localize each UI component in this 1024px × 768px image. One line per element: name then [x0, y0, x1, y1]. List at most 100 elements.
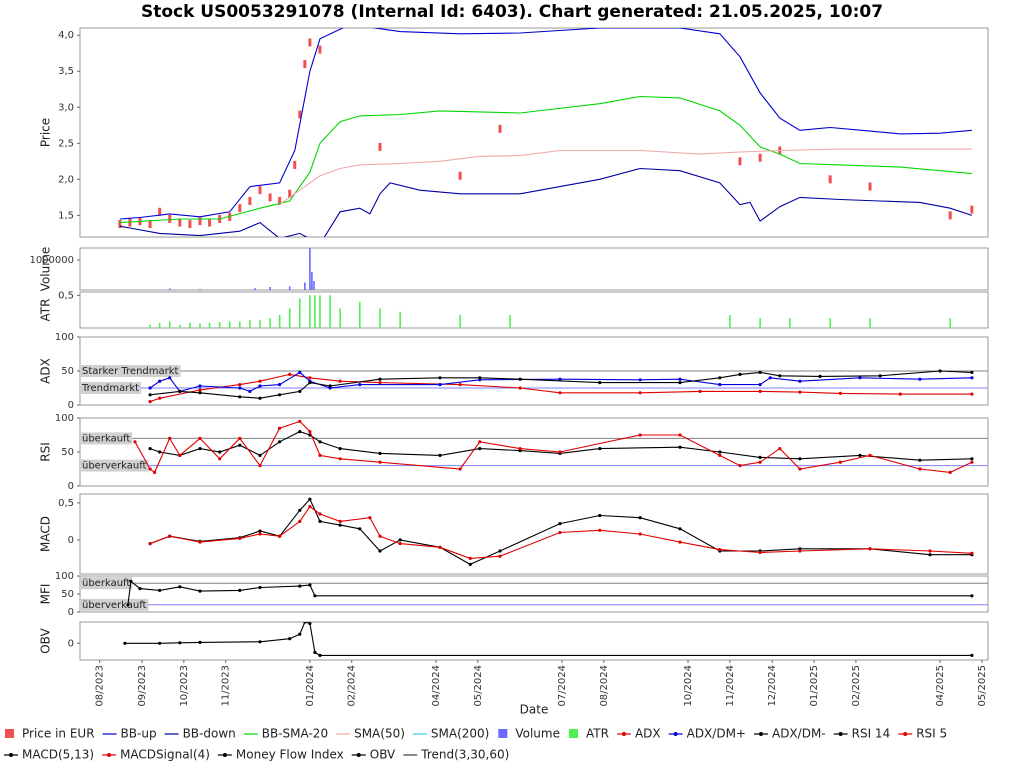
- price-candle: [168, 214, 172, 223]
- price-candle: [288, 189, 292, 198]
- legend-label: OBV: [370, 748, 396, 762]
- legend-label: RSI 14: [852, 727, 891, 741]
- legend-marker: [903, 732, 908, 736]
- legend-item: ATR: [568, 727, 609, 741]
- series-group: [126, 579, 974, 607]
- series-line: [133, 419, 974, 475]
- legend-marker: [621, 732, 626, 736]
- price-candle: [298, 110, 302, 119]
- reference-label-bg: [80, 577, 133, 590]
- y-axis-label: OBV: [39, 627, 53, 653]
- y-axis-label: MFI: [39, 584, 53, 605]
- reference-label-bg: [80, 382, 142, 394]
- reference-label: überverkauft: [82, 600, 147, 611]
- panel-frame: [79, 27, 989, 238]
- chart-title: Stock US0053291078 (Internal Id: 6403). …: [141, 2, 883, 22]
- x-tick-label: 09/2023: [137, 665, 148, 707]
- y-tick-label: 100: [55, 413, 74, 424]
- legend-item: OBV: [351, 748, 396, 762]
- y-axis-label: Price: [39, 118, 53, 147]
- y-tick-label: 1,5: [58, 210, 74, 221]
- price-candle: [498, 124, 502, 133]
- series-group: [148, 497, 974, 567]
- y-tick-label: 2,0: [58, 174, 74, 185]
- legend-marker: [107, 753, 112, 757]
- panel-frame: [79, 247, 989, 291]
- y-tick-label: 1000000: [29, 255, 74, 266]
- y-tick-label: 3,0: [58, 102, 74, 113]
- bar: [339, 308, 341, 328]
- price-candle: [948, 211, 952, 220]
- series-line: [148, 504, 974, 561]
- reference-label: Starker Trendmarkt: [82, 366, 179, 377]
- y-axis-label: RSI: [39, 442, 53, 462]
- bar: [359, 301, 361, 328]
- legend-swatch: [5, 729, 14, 738]
- price-candle: [868, 182, 872, 191]
- x-tick-label: 10/2023: [179, 665, 190, 707]
- price-candle: [828, 175, 832, 184]
- price-candle: [303, 60, 307, 69]
- price-candle: [238, 204, 242, 213]
- bar: [158, 322, 161, 328]
- bar: [309, 295, 311, 328]
- legend-label: SMA(200): [431, 727, 489, 741]
- legend-label: SMA(50): [354, 727, 405, 741]
- series-line: [119, 95, 972, 224]
- y-tick-label: 0: [68, 535, 74, 546]
- reference-label: Trendmarkt: [81, 383, 139, 394]
- reference-label-bg: [80, 459, 149, 472]
- y-tick-label: 3,5: [58, 66, 74, 77]
- bar: [199, 289, 201, 290]
- bar: [208, 322, 211, 328]
- legend-item: ADX/DM+: [668, 727, 746, 741]
- bar: [829, 318, 831, 328]
- legend-label: ADX: [635, 727, 661, 741]
- price-candle: [758, 153, 762, 162]
- y-tick-label: 0,5: [58, 290, 74, 301]
- panel-frame: [79, 493, 989, 575]
- bar: [759, 318, 761, 328]
- bar: [299, 298, 301, 328]
- legend-label: Volume: [515, 727, 560, 741]
- price-candle: [268, 193, 272, 202]
- bar: [239, 321, 241, 328]
- reference-label: überkauft: [82, 578, 130, 589]
- legend-label: MACD(5,13): [22, 748, 94, 762]
- legend-item: ADX/DM-: [753, 727, 826, 741]
- y-tick-label: 0: [68, 400, 74, 411]
- legend-item: RSI 5: [898, 727, 947, 741]
- x-tick-label: 11/2024: [725, 665, 736, 707]
- bar: [304, 282, 306, 290]
- bar: [168, 321, 171, 328]
- series-line: [148, 369, 974, 400]
- x-tick-label: 04/2025: [935, 665, 946, 707]
- bar: [309, 248, 311, 290]
- x-tick-label: 01/2025: [809, 665, 820, 707]
- x-tick-label: 12/2024: [767, 665, 778, 707]
- price-candle: [188, 220, 192, 229]
- legend-item: MACDSignal(4): [102, 748, 210, 762]
- series-line: [123, 622, 974, 658]
- legend-label: ADX/DM+: [687, 727, 746, 741]
- legend-label: RSI 5: [916, 727, 947, 741]
- y-tick-label: 2,5: [58, 138, 74, 149]
- price-candle: [378, 142, 382, 151]
- series-group: [123, 622, 974, 658]
- y-tick-label: 4,0: [58, 30, 74, 41]
- x-tick-label: 11/2023: [221, 665, 232, 707]
- price-candle: [128, 218, 132, 227]
- series-line: [119, 28, 972, 220]
- bar: [254, 288, 256, 290]
- price-candle: [293, 160, 297, 169]
- y-axis-label: MACD: [39, 516, 53, 552]
- price-candle: [738, 157, 742, 166]
- legend-marker: [222, 753, 227, 757]
- bar: [311, 272, 313, 290]
- legend-item: RSI 14: [833, 727, 891, 741]
- y-tick-label: 0: [68, 607, 74, 618]
- price-candle: [158, 207, 162, 216]
- legend-marker: [758, 732, 763, 736]
